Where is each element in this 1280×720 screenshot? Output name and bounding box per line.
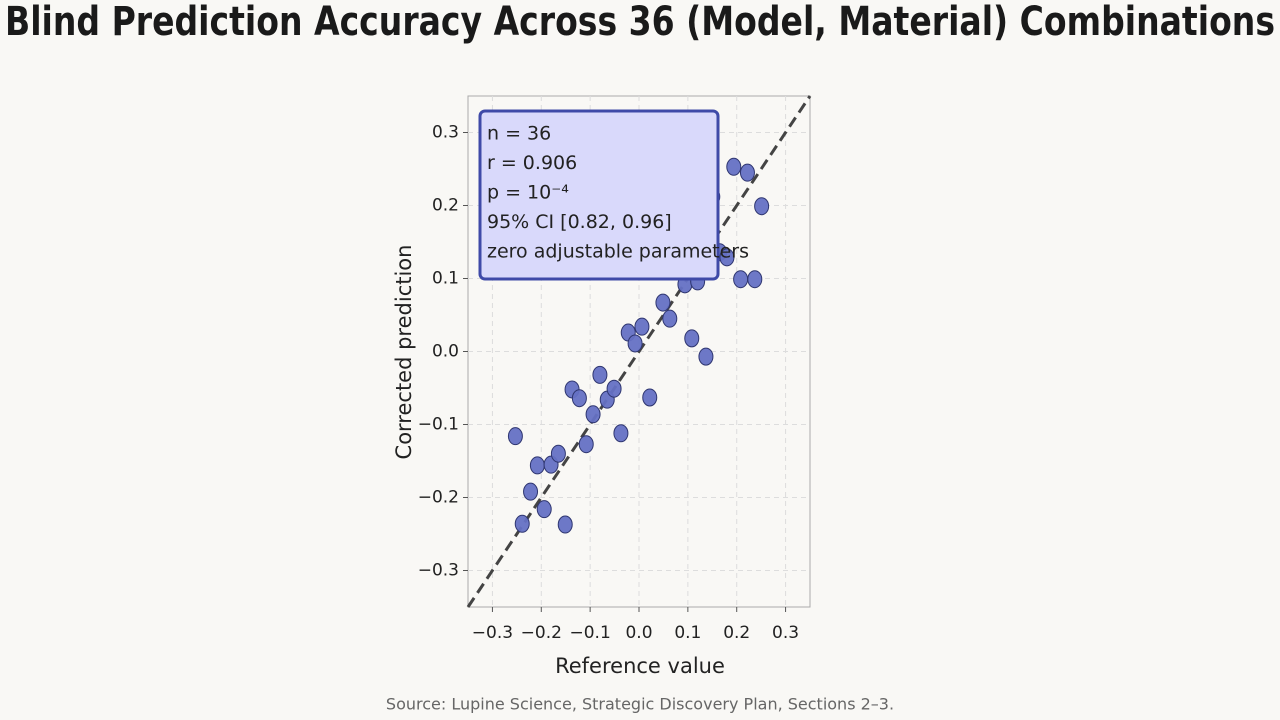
x-tick-label: 0.2 — [723, 623, 750, 643]
x-axis-label: Reference value — [555, 654, 725, 678]
source: Source: Lupine Science, Strategic Discov… — [386, 695, 894, 714]
y-tick-label: 0.3 — [432, 123, 459, 143]
data-point — [698, 347, 714, 366]
data-point — [578, 435, 594, 454]
data-point — [747, 270, 763, 289]
x-tick-label: 0.3 — [772, 623, 799, 643]
data-point — [536, 500, 552, 519]
x-tick-label: −0.1 — [570, 623, 611, 643]
data-point — [627, 334, 643, 353]
data-point — [550, 444, 566, 463]
x-tick-label: 0.1 — [674, 623, 701, 643]
x-tick-label: −0.3 — [472, 623, 513, 643]
data-point — [684, 329, 700, 348]
annotation-line: p = 10⁻⁴ — [487, 182, 569, 204]
data-point — [613, 424, 629, 443]
annotation-line: n = 36 — [487, 123, 551, 145]
x-tick-label: −0.2 — [521, 623, 562, 643]
x-tick-label: 0.0 — [625, 623, 652, 643]
chart-title: Blind Prediction Accuracy Across 36 (Mod… — [5, 0, 1275, 45]
data-point — [719, 248, 735, 267]
data-point — [585, 405, 601, 424]
y-axis-label: Corrected prediction — [392, 245, 416, 460]
data-point — [662, 309, 678, 328]
annotation-line: 95% CI [0.82, 0.96] — [487, 211, 672, 233]
data-point — [739, 163, 755, 182]
data-point — [733, 270, 749, 289]
data-point — [726, 157, 742, 176]
y-tick-label: −0.3 — [418, 561, 459, 581]
data-point — [571, 389, 587, 408]
plot-area: −0.3 −0.2 −0.1 0.0 0.1 0.2 0.3 −0.3 −0.2 −0.1 0.0 0… — [418, 95, 812, 643]
annotation-line: r = 0.906 — [487, 152, 577, 174]
data-point — [514, 514, 530, 533]
y-tick-label: −0.1 — [418, 415, 459, 435]
data-point — [592, 365, 608, 384]
data-point — [642, 388, 658, 407]
data-point — [634, 317, 650, 336]
y-tick-label: 0.2 — [432, 196, 459, 216]
data-point — [529, 456, 545, 475]
data-point — [507, 427, 523, 446]
data-point — [557, 515, 573, 534]
annotation-box — [478, 109, 720, 281]
data-point — [754, 197, 770, 216]
data-point — [606, 379, 622, 398]
y-tick-label: 0.1 — [432, 269, 459, 289]
y-tick-label: 0.0 — [432, 342, 459, 362]
data-point — [523, 482, 539, 501]
data-point — [655, 293, 671, 312]
annotation-line: zero adjustable parameters — [487, 241, 749, 263]
y-tick-label: −0.2 — [418, 488, 459, 508]
